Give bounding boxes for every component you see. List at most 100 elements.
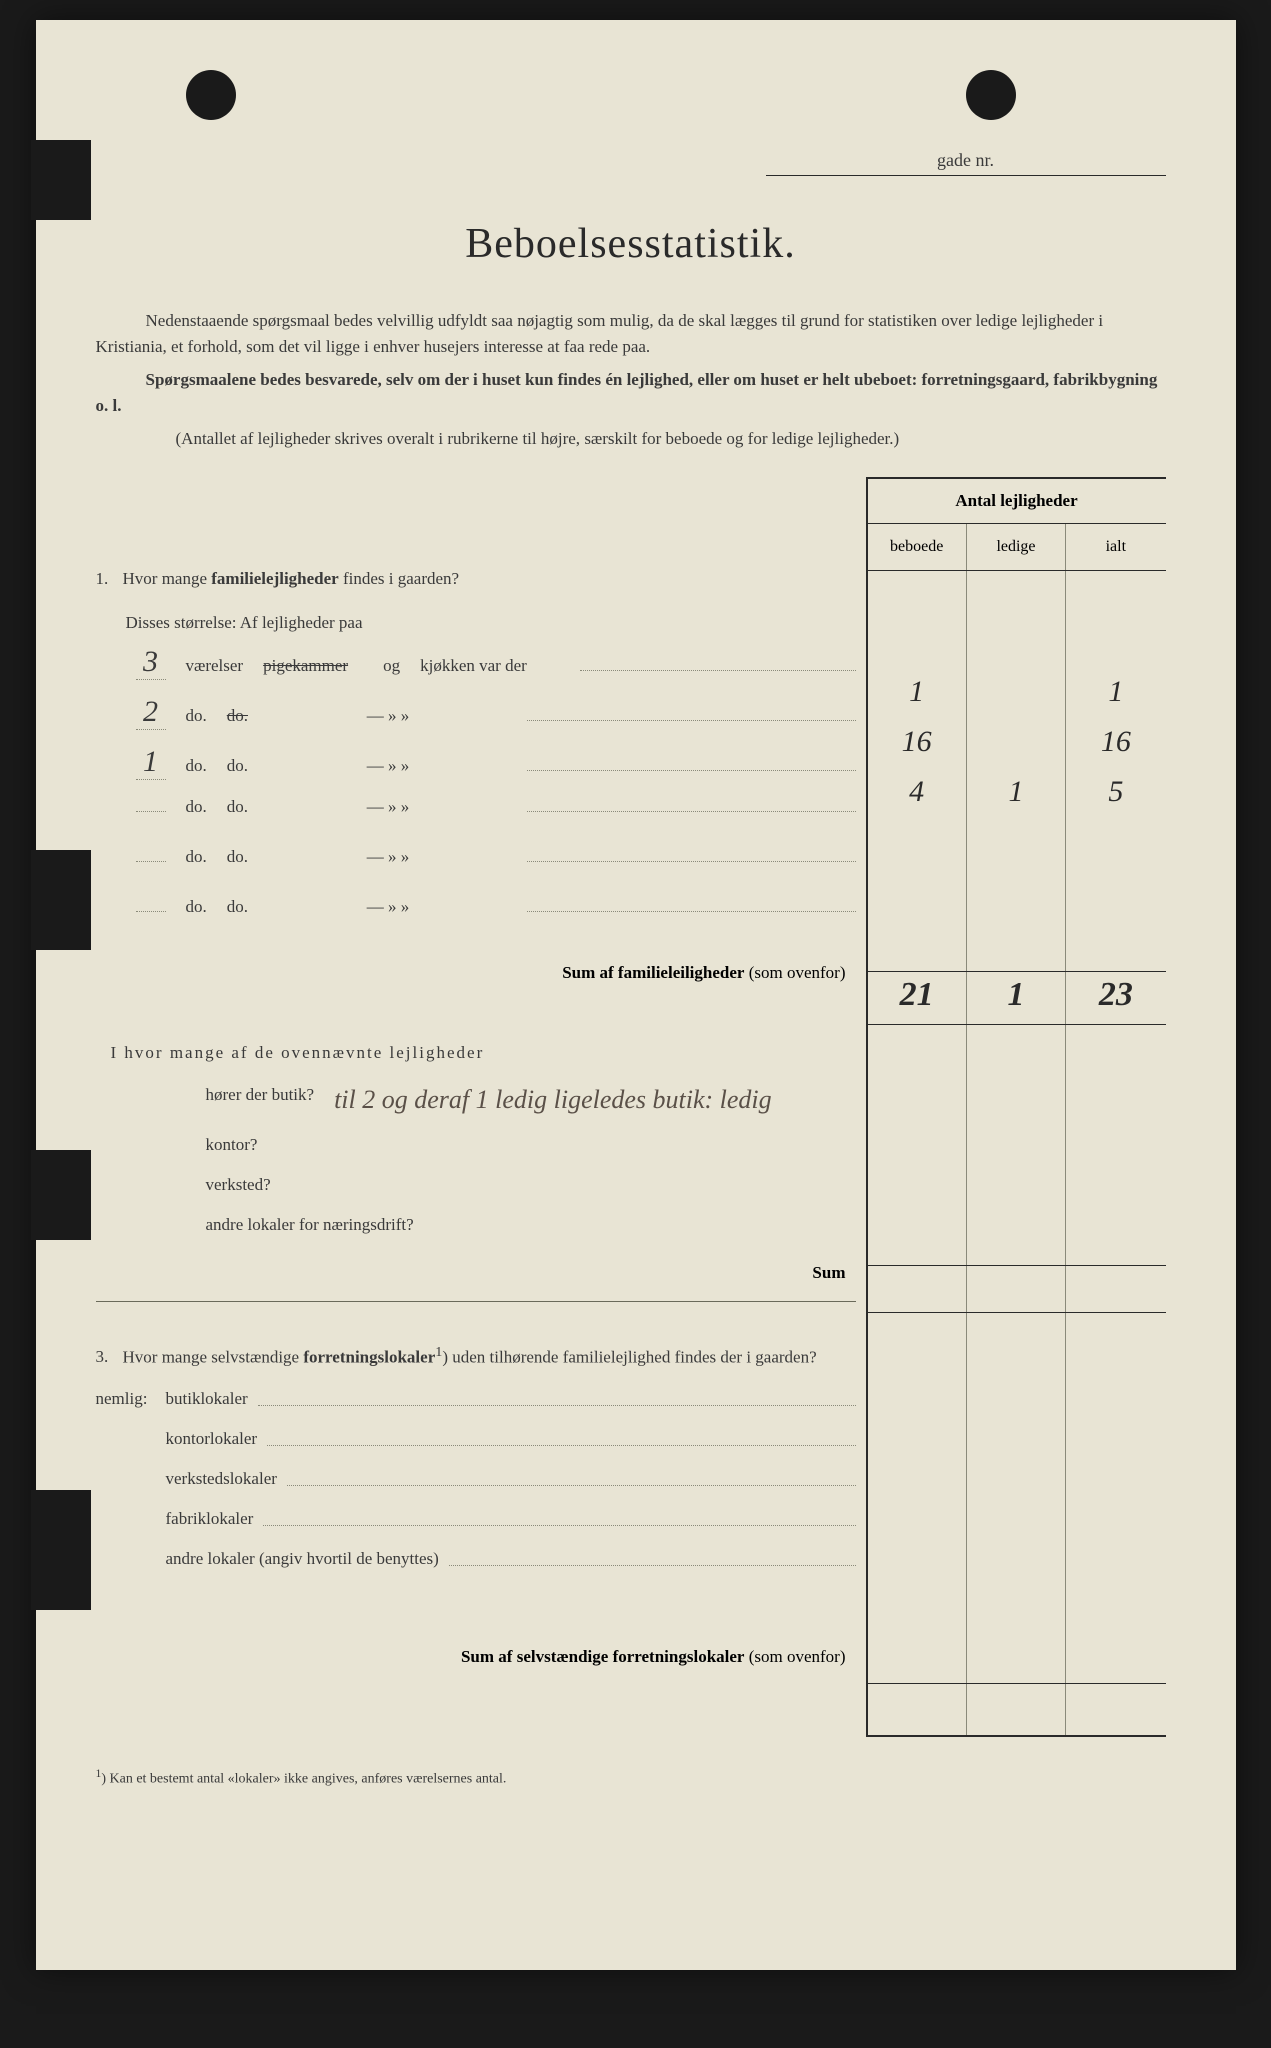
room-count-handwritten: 3 (136, 645, 166, 680)
cell-ialt (1066, 821, 1165, 871)
cell-beboede (868, 871, 967, 921)
cell-ialt: 5 (1066, 771, 1165, 821)
table-row-blank (868, 1683, 1166, 1737)
table-row-blank (868, 1165, 1166, 1215)
cell-beboede: 1 (868, 671, 967, 721)
label-pigekammer: do. (227, 797, 327, 817)
q3-item: nemlig: butiklokaler (96, 1379, 856, 1419)
room-row: 2 do. do. — » » (96, 695, 856, 745)
label-pigekammer: do. (227, 706, 327, 726)
q3-item-label: kontorlokaler (166, 1429, 258, 1449)
label-pigekammer: do. (227, 756, 327, 776)
label-kjokken: — » » (367, 756, 507, 776)
room-row: do. do. — » » (96, 895, 856, 945)
table-row (868, 871, 1166, 921)
q1-sum-label: Sum af familieleiligheder (som ovenfor) (96, 945, 856, 1001)
q2-handwriting (434, 1215, 856, 1235)
table-header: Antal lejligheder (868, 479, 1166, 524)
cell-ialt: 1 (1066, 671, 1165, 721)
main-content-grid: 1. Hvor mange familielejligheder findes … (96, 477, 1166, 1737)
intro-paragraph-2: Spørgsmaalene bedes besvarede, selv om d… (96, 367, 1166, 418)
cell-ledige (967, 871, 1066, 921)
table-row-blank (868, 1633, 1166, 1683)
q3-item: kontorlokaler (96, 1419, 856, 1459)
q3-item: verkstedslokaler (96, 1459, 856, 1499)
tally-table: Antal lejligheder beboede ledige ialt 11… (866, 477, 1166, 1737)
q2-label: verksted? (206, 1175, 286, 1195)
nemlig-prefix: nemlig: (96, 1389, 166, 1409)
q3-item: fabriklokaler (96, 1499, 856, 1539)
col-ialt: ialt (1066, 524, 1165, 570)
room-row: do. do. — » » (96, 845, 856, 895)
room-row: 1 do. do. — » » (96, 745, 856, 795)
q2-handwriting (306, 1135, 856, 1155)
label-vaerelser: do. (186, 897, 207, 917)
label-kjokken: — » » (367, 706, 507, 726)
q2-label: hører der butik? (206, 1085, 315, 1115)
label-vaerelser: do. (186, 756, 207, 776)
room-row: do. do. — » » (96, 795, 856, 845)
q2-line: hører der butik? til 2 og deraf 1 ledig … (96, 1075, 856, 1125)
torn-edge (31, 850, 91, 950)
sum-ledige: 1 (967, 972, 1066, 1024)
q2-handwriting: til 2 og deraf 1 ledig ligeledes butik: … (334, 1085, 855, 1115)
label-kjokken: — » » (367, 897, 507, 917)
document-title: Beboelsesstatistik. (96, 220, 1166, 268)
cell-beboede: 16 (868, 721, 967, 771)
sum-beboede: 21 (868, 972, 967, 1024)
gade-nr-field: gade nr. (766, 150, 1166, 176)
cell-ialt (1066, 871, 1165, 921)
q3-item: andre lokaler (angiv hvortil de benyttes… (96, 1539, 856, 1579)
label-vaerelser: do. (186, 797, 207, 817)
cell-ledige: 1 (967, 771, 1066, 821)
room-count-handwritten (136, 811, 166, 812)
label-og: og (383, 656, 400, 676)
label-pigekammer: pigekammer (263, 656, 363, 676)
room-row: 3 værelser pigekammer og kjøkken var der (96, 645, 856, 695)
q3-item-label: butiklokaler (166, 1389, 248, 1409)
table-row-blank (868, 1265, 1166, 1313)
room-count-handwritten: 2 (136, 695, 166, 730)
table-row-blank (868, 1115, 1166, 1165)
label-kjokken: — » » (367, 847, 507, 867)
q2-sum-label: Sum (96, 1245, 856, 1301)
sum-ialt: 23 (1066, 972, 1165, 1024)
torn-edge (31, 1150, 91, 1240)
cell-ialt (1066, 921, 1165, 971)
q3-item-label: andre lokaler (angiv hvortil de benyttes… (166, 1549, 439, 1569)
cell-ledige (967, 921, 1066, 971)
intro-paragraph-3: (Antallet af lejligheder skrives overalt… (96, 426, 1166, 452)
q3-rows: nemlig: butiklokaler kontorlokaler verks… (96, 1379, 856, 1579)
table-row-blank (868, 1215, 1166, 1265)
table-row: 11 (868, 671, 1166, 721)
cell-beboede (868, 921, 967, 971)
room-count-handwritten: 1 (136, 745, 166, 780)
nemlig-prefix (96, 1509, 166, 1529)
table-row-blank (868, 1533, 1166, 1583)
punch-hole-left (186, 70, 236, 120)
q2-line: verksted? (96, 1165, 856, 1205)
table-row-blank (868, 1433, 1166, 1483)
q3-item-label: fabriklokaler (166, 1509, 254, 1529)
q2-line: andre lokaler for næringsdrift? (96, 1205, 856, 1245)
label-kjokken: kjøkken var der (420, 656, 560, 676)
q2-intro: I hvor mange af de ovennævnte lejlighede… (96, 1031, 856, 1075)
table-row: 415 (868, 771, 1166, 821)
punch-hole-right (966, 70, 1016, 120)
cell-beboede: 4 (868, 771, 967, 821)
label-vaerelser: værelser (186, 656, 244, 676)
table-sum-row: 21 1 23 (868, 971, 1166, 1025)
room-count-handwritten (136, 911, 166, 912)
table-row-blank (868, 1583, 1166, 1633)
table-row: 1616 (868, 721, 1166, 771)
table-data-rows: 111616415 (868, 671, 1166, 971)
q3-item-label: verkstedslokaler (166, 1469, 277, 1489)
table-row (868, 921, 1166, 971)
room-count-handwritten (136, 861, 166, 862)
table-subheader: beboede ledige ialt (868, 524, 1166, 571)
footnote: 1) Kan et bestemt antal «lokaler» ikke a… (96, 1767, 1166, 1788)
question-3: 3. Hvor mange selvstændige forretningslo… (96, 1332, 856, 1380)
label-pigekammer: do. (227, 897, 327, 917)
disses-line: Disses størrelse: Af lejligheder paa (96, 601, 856, 645)
table-row-blank (868, 1483, 1166, 1533)
